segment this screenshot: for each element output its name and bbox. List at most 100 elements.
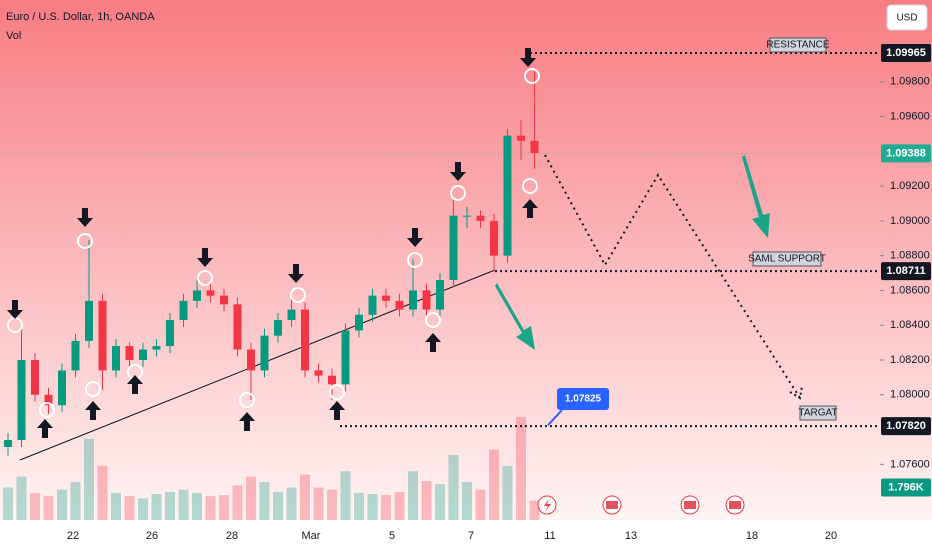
pivot-circle	[522, 178, 538, 194]
volume-bar	[205, 496, 216, 520]
candle-body	[125, 346, 134, 360]
volume-box	[881, 478, 931, 497]
arrow-down	[7, 300, 23, 319]
volume-bar	[70, 482, 81, 520]
pivot-circle	[329, 384, 345, 400]
level-price-label: 1.09965	[886, 47, 926, 59]
y-tick-label: 1.08400	[890, 319, 930, 331]
volume-bar	[502, 465, 513, 520]
volume-bar	[16, 476, 27, 520]
indicator-label: Vol	[6, 30, 21, 42]
volume-bar	[57, 489, 67, 520]
pivot-circle	[77, 233, 93, 249]
annotation-label: TARGAT	[798, 408, 837, 419]
volume-bar	[84, 438, 94, 520]
x-tick-label: Mar	[302, 530, 321, 542]
candle-body	[85, 300, 93, 341]
candle-body	[355, 314, 363, 331]
x-tick-label: 11	[544, 530, 555, 542]
volume-bar	[97, 465, 108, 520]
pivot-circle	[524, 68, 540, 84]
pivot-circle	[239, 392, 255, 408]
currency-button[interactable]	[886, 4, 928, 31]
volume-label: 1.796K	[888, 481, 924, 493]
y-tick-label: 1.08800	[890, 250, 930, 262]
projection-path	[544, 154, 801, 399]
volume-bar	[30, 492, 40, 520]
volume-bar	[529, 500, 540, 520]
candle-body	[328, 375, 336, 385]
y-tick-label: 1.09000	[890, 215, 930, 227]
level-price-box	[881, 417, 931, 436]
candle-body	[490, 220, 498, 256]
candle-body	[31, 360, 39, 395]
arrow-up	[37, 419, 53, 438]
volume-bar	[138, 498, 148, 520]
arrow-down	[197, 248, 213, 267]
annotation-label: RESISTANCE	[766, 40, 829, 51]
volume-bar	[246, 476, 256, 520]
time-axis	[0, 520, 932, 550]
volume-bar	[340, 471, 351, 520]
candle-body	[152, 346, 161, 350]
y-tick-label: 1.08200	[890, 354, 930, 366]
annotation-box	[799, 405, 837, 421]
candle-body	[260, 335, 269, 371]
pivot-circle	[450, 185, 466, 201]
candle-body	[179, 300, 188, 320]
volume-bar	[475, 489, 486, 520]
volume-bar	[232, 485, 243, 520]
candle-body	[301, 309, 309, 371]
y-tick-label: 1.09800	[890, 76, 930, 88]
volume-bar	[273, 491, 283, 520]
candle-body	[274, 320, 282, 336]
candle-body	[4, 440, 12, 447]
volume-bar	[124, 496, 135, 520]
event-bolt	[544, 499, 551, 512]
arrow-up	[329, 401, 345, 420]
x-tick-label: 18	[746, 530, 758, 542]
level-price-box	[881, 44, 931, 63]
volume-bar	[435, 484, 445, 520]
y-tick-label: 1.07600	[890, 458, 930, 470]
y-tick-label: 1.08600	[890, 284, 930, 296]
candle-body	[314, 370, 323, 376]
pivot-circle	[85, 381, 101, 397]
candle-body	[220, 295, 228, 305]
candle-body	[449, 215, 458, 280]
x-tick-label: 28	[226, 530, 238, 542]
candle-body	[530, 140, 539, 154]
volume-bar	[3, 487, 13, 520]
volume-bar	[178, 489, 189, 520]
volume-bar	[327, 489, 337, 520]
volume-bar	[367, 494, 378, 520]
x-tick-label: 13	[625, 530, 637, 542]
volume-bar	[165, 491, 175, 520]
candle-body	[409, 290, 417, 310]
x-tick-label: 20	[825, 530, 837, 542]
volume-bar	[516, 417, 526, 520]
callout-label: 1.07825	[565, 394, 602, 405]
volume-bar	[381, 495, 391, 520]
volume-bar	[151, 494, 162, 520]
green-arrow	[742, 155, 770, 238]
annotation-box	[752, 251, 822, 267]
annotation-box	[769, 37, 827, 53]
currency-label[interactable]: USD	[896, 13, 917, 24]
volume-bar	[421, 481, 432, 520]
candle-body	[44, 394, 53, 406]
pivot-circle	[425, 312, 441, 328]
candle-body	[17, 360, 26, 440]
candle-body	[71, 340, 80, 371]
candle-body	[98, 300, 107, 371]
candle-body	[422, 290, 431, 310]
x-tick-label: 26	[146, 530, 158, 542]
volume-bar	[462, 482, 472, 520]
event-flag-stripes	[729, 501, 741, 509]
y-tick-label: 1.09600	[890, 110, 930, 122]
volume-bar	[219, 495, 229, 520]
last-price-box	[881, 144, 931, 163]
chart-title: Euro / U.S. Dollar, 1h, OANDA	[6, 11, 155, 23]
volume-bar	[111, 492, 121, 520]
volume-bar	[300, 474, 310, 520]
